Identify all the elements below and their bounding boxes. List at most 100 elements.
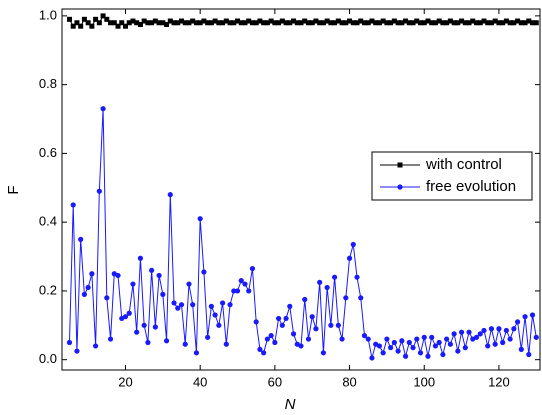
point bbox=[283, 315, 289, 322]
point bbox=[470, 18, 476, 24]
point bbox=[395, 20, 401, 26]
point bbox=[361, 333, 368, 339]
point bbox=[283, 20, 289, 26]
legend-marker bbox=[397, 184, 403, 190]
point bbox=[365, 20, 371, 26]
point bbox=[410, 345, 416, 351]
point bbox=[429, 20, 435, 26]
point bbox=[220, 20, 226, 26]
point bbox=[70, 202, 76, 208]
point bbox=[432, 343, 439, 349]
point bbox=[223, 341, 229, 347]
point bbox=[152, 18, 158, 24]
point bbox=[317, 20, 323, 26]
point bbox=[249, 265, 256, 272]
legend-marker bbox=[397, 162, 403, 168]
point bbox=[235, 18, 241, 24]
point bbox=[279, 18, 285, 24]
point bbox=[533, 20, 539, 26]
point bbox=[257, 18, 263, 24]
point bbox=[171, 300, 177, 306]
x-axis-label: N bbox=[285, 396, 296, 413]
point bbox=[514, 319, 521, 325]
point bbox=[466, 20, 472, 26]
point bbox=[332, 20, 338, 26]
point bbox=[529, 312, 536, 318]
point bbox=[488, 326, 495, 332]
point bbox=[373, 20, 379, 26]
point bbox=[451, 20, 457, 26]
point bbox=[462, 345, 468, 351]
point bbox=[205, 20, 211, 26]
point bbox=[190, 302, 196, 308]
point bbox=[526, 18, 532, 24]
point bbox=[291, 18, 297, 24]
point bbox=[380, 18, 386, 24]
point bbox=[369, 355, 375, 361]
point bbox=[186, 281, 192, 287]
point bbox=[104, 295, 110, 301]
point bbox=[436, 339, 442, 346]
point bbox=[302, 296, 308, 303]
point bbox=[447, 18, 453, 24]
point bbox=[219, 300, 226, 306]
point bbox=[100, 13, 106, 19]
point bbox=[160, 20, 166, 26]
point bbox=[298, 343, 304, 349]
point bbox=[399, 338, 405, 344]
point bbox=[287, 303, 293, 309]
point bbox=[339, 20, 345, 26]
plot-frame bbox=[61, 8, 541, 371]
point bbox=[328, 20, 334, 26]
point bbox=[402, 353, 409, 359]
point bbox=[149, 267, 155, 273]
point bbox=[268, 333, 274, 339]
point bbox=[186, 20, 192, 26]
point bbox=[358, 295, 364, 301]
x-tick-label: 40 bbox=[193, 374, 207, 389]
point bbox=[477, 20, 483, 26]
point bbox=[246, 18, 252, 24]
point bbox=[507, 20, 513, 26]
point bbox=[272, 20, 278, 26]
point bbox=[74, 348, 80, 354]
point bbox=[149, 20, 155, 26]
point bbox=[511, 326, 517, 332]
point bbox=[533, 334, 539, 340]
point bbox=[507, 336, 513, 342]
point bbox=[78, 236, 84, 242]
point bbox=[343, 295, 349, 301]
point bbox=[444, 20, 450, 26]
point bbox=[119, 20, 125, 26]
point bbox=[93, 16, 99, 22]
point bbox=[298, 20, 304, 26]
point bbox=[302, 18, 308, 24]
point bbox=[309, 20, 315, 26]
point bbox=[444, 336, 450, 342]
y-tick-label: 0.4 bbox=[39, 214, 57, 229]
point bbox=[466, 329, 472, 335]
point bbox=[249, 20, 255, 26]
point bbox=[492, 341, 498, 347]
point bbox=[279, 322, 285, 328]
point bbox=[238, 278, 244, 284]
point bbox=[178, 302, 185, 308]
point bbox=[518, 20, 524, 26]
point bbox=[455, 348, 461, 354]
point bbox=[425, 353, 431, 359]
point bbox=[111, 20, 117, 26]
point bbox=[526, 351, 532, 358]
point bbox=[518, 346, 524, 352]
point bbox=[193, 350, 200, 356]
point bbox=[242, 20, 248, 26]
point bbox=[309, 314, 315, 320]
point bbox=[234, 288, 241, 294]
legend-box bbox=[371, 151, 533, 201]
point bbox=[70, 23, 76, 29]
point bbox=[160, 291, 166, 297]
point bbox=[190, 18, 196, 24]
point bbox=[208, 303, 214, 309]
y-tick-label: 1.0 bbox=[39, 7, 57, 22]
point bbox=[231, 288, 237, 294]
point bbox=[134, 20, 140, 26]
